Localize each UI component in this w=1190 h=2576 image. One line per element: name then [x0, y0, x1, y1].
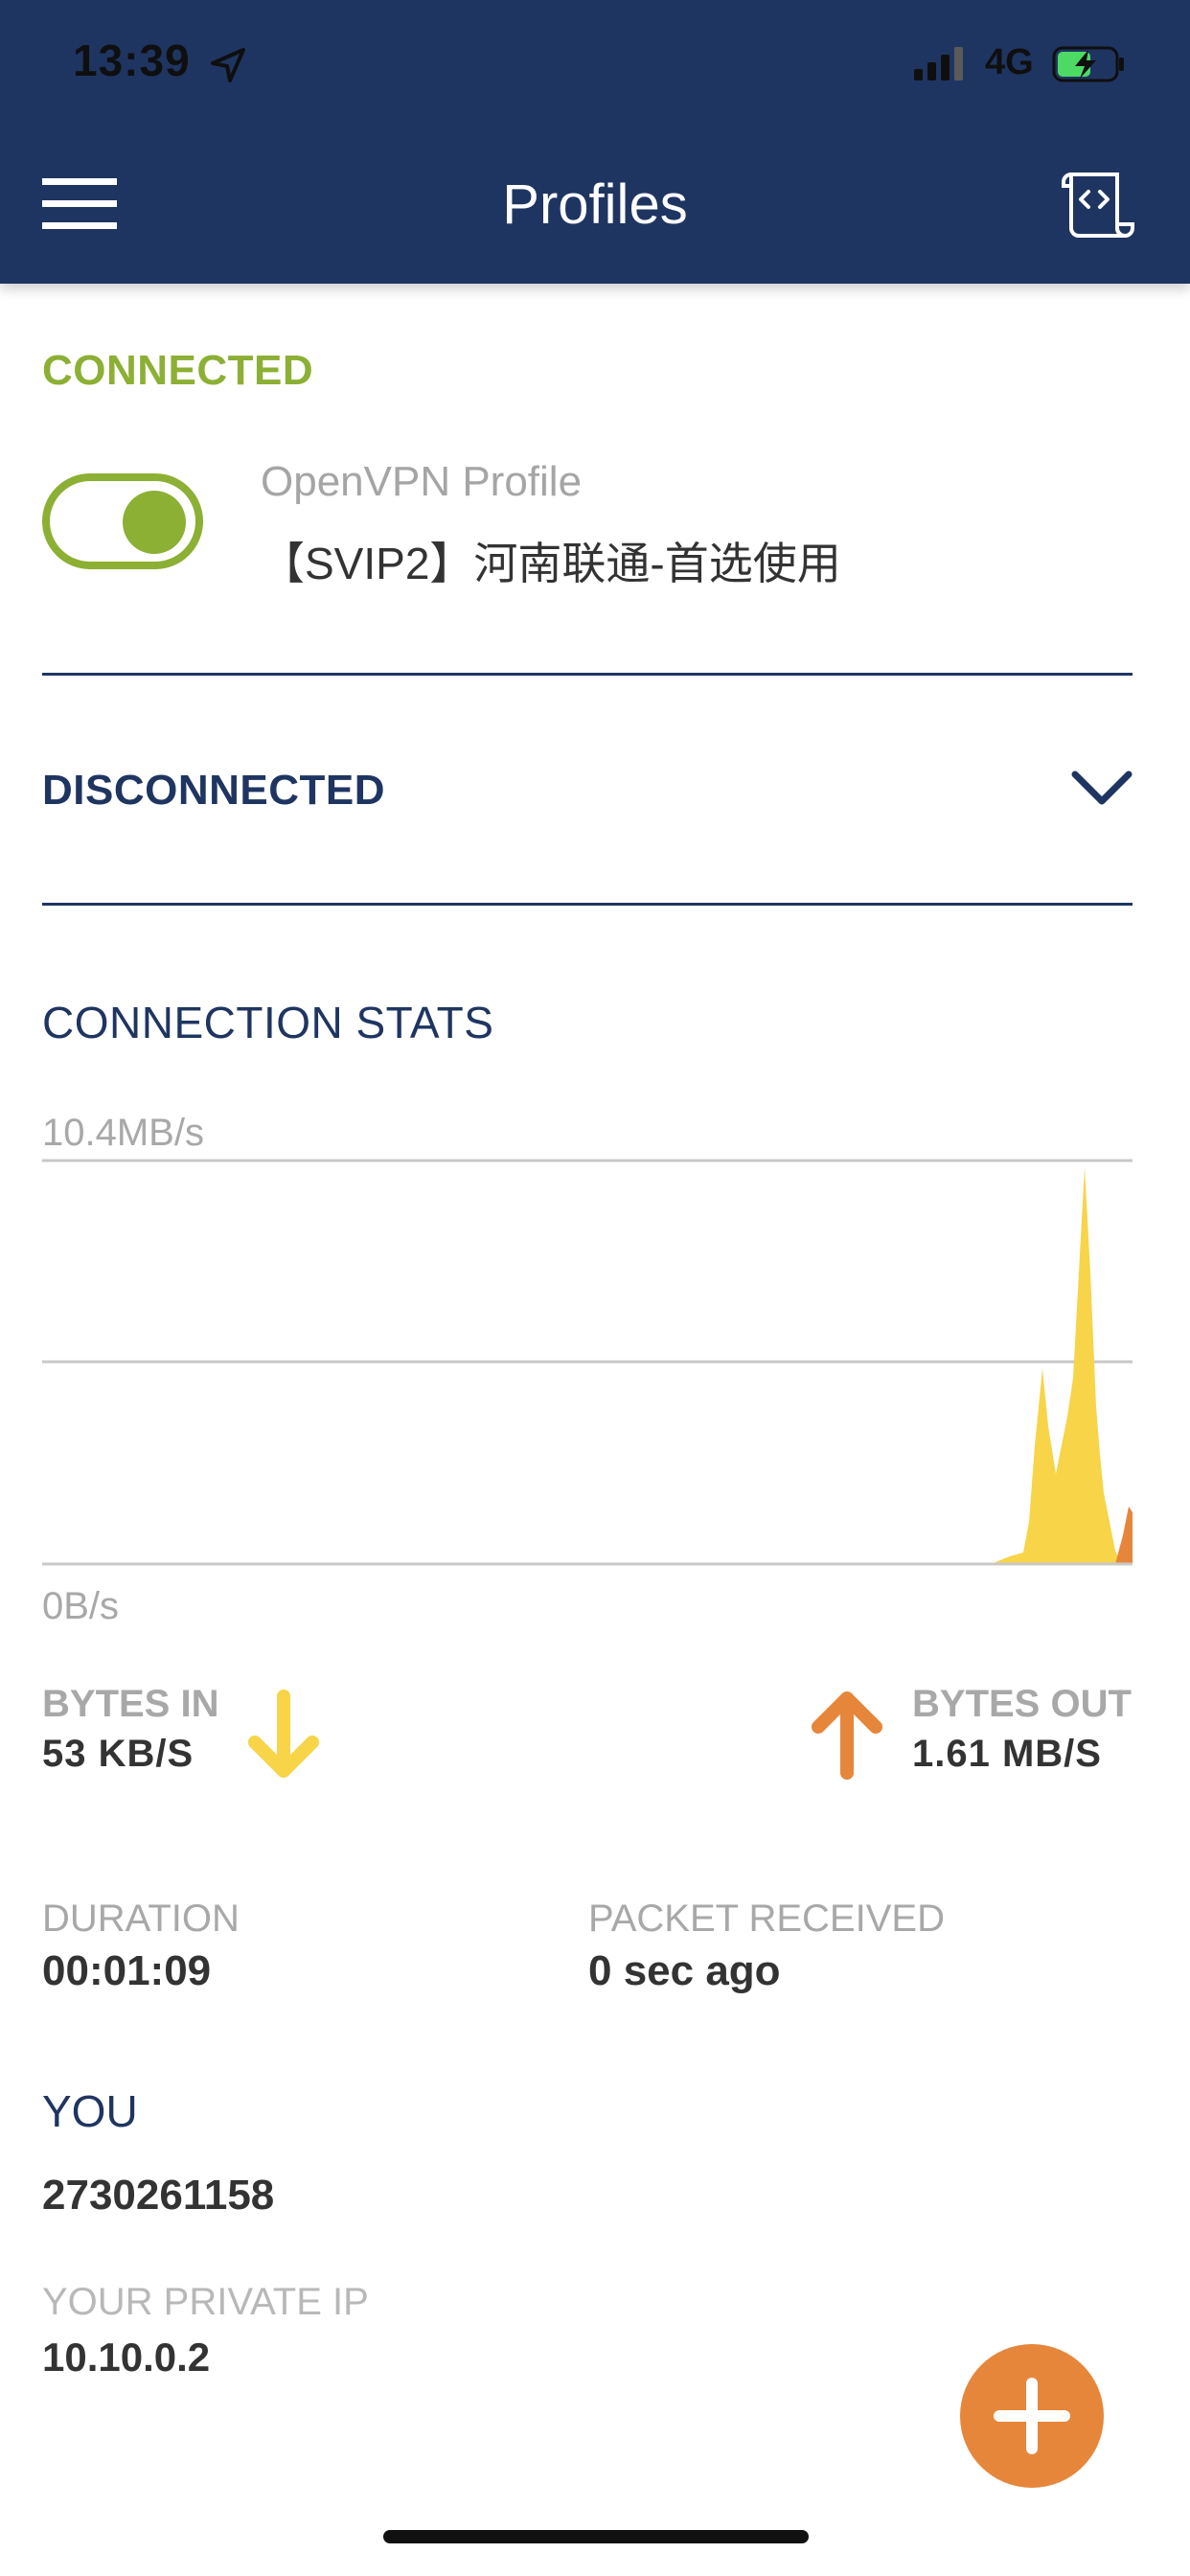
signal-icon: [914, 47, 963, 80]
divider: [42, 673, 1133, 676]
duration-label: DURATION: [42, 1898, 240, 1940]
bytes-out-label: BYTES OUT: [912, 1683, 1132, 1725]
packet-received-label: PACKET RECEIVED: [588, 1898, 945, 1940]
battery-charging-icon: [1052, 46, 1124, 82]
home-indicator[interactable]: [383, 2530, 809, 2543]
location-arrow-icon: [211, 48, 245, 82]
log-scroll-icon[interactable]: [1058, 169, 1134, 242]
status-time: 13:39: [73, 35, 191, 85]
hamburger-menu-icon[interactable]: [42, 176, 119, 232]
connection-stats-title: CONNECTION STATS: [42, 998, 494, 1047]
plus-icon: [994, 2378, 1070, 2454]
bytes-out-area: [1115, 1506, 1133, 1564]
private-ip-value: 10.10.0.2: [42, 2334, 211, 2380]
packet-received-value: 0 sec ago: [588, 1947, 781, 1994]
network-type: 4G: [985, 42, 1034, 82]
app-header: 13:39 4G Profiles: [0, 0, 1190, 284]
add-profile-button[interactable]: [960, 2344, 1104, 2488]
duration-value: 00:01:09: [42, 1947, 212, 1994]
arrow-down-icon: [248, 1690, 319, 1778]
chevron-down-icon[interactable]: [1069, 767, 1134, 809]
page-title: Profiles: [502, 173, 688, 236]
chart-max-label: 10.4MB/s: [42, 1112, 204, 1154]
connected-section-label: CONNECTED: [42, 347, 314, 394]
bytes-in-label: BYTES IN: [42, 1683, 219, 1725]
bytes-in-area: [991, 1167, 1121, 1564]
profile-name[interactable]: 【SVIP2】河南联通-首选使用: [261, 539, 841, 588]
traffic-chart: [42, 1159, 1133, 1566]
you-label: YOU: [42, 2086, 138, 2136]
divider: [42, 903, 1133, 906]
profile-type: OpenVPN Profile: [261, 458, 583, 505]
bytes-out-value: 1.61 MB/S: [912, 1733, 1102, 1775]
disconnected-section-label[interactable]: DISCONNECTED: [42, 767, 386, 814]
you-value: 2730261158: [42, 2172, 275, 2219]
vpn-connection-toggle[interactable]: [42, 473, 203, 569]
chart-min-label: 0B/s: [42, 1585, 120, 1627]
private-ip-label: YOUR PRIVATE IP: [42, 2281, 369, 2323]
toggle-knob: [123, 491, 186, 554]
arrow-up-icon: [812, 1691, 882, 1780]
bytes-in-value: 53 KB/S: [42, 1733, 195, 1775]
